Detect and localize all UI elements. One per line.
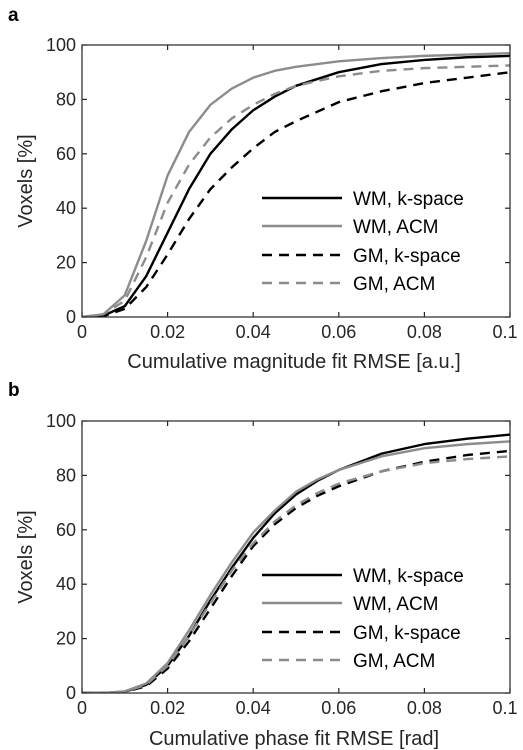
panel-a-legend-label-gm-acm: GM, ACM xyxy=(353,274,435,295)
panel-b-legend-label-wm-acm: WM, ACM xyxy=(353,594,439,615)
panel-b-y-tick-label: 20 xyxy=(56,629,76,649)
panel-b-legend-label-gm-kspace: GM, k-space xyxy=(353,623,461,644)
panel-b-legend-label-gm-acm: GM, ACM xyxy=(353,651,435,672)
panel-b-series-line-gm-acm xyxy=(82,455,510,693)
panel-a-legend-label-wm-acm: WM, ACM xyxy=(353,217,439,238)
panel-b-legend-label-wm-kspace: WM, k-space xyxy=(353,566,464,587)
panel-a-x-tick-label: 0.08 xyxy=(407,322,442,342)
panel-b: b 0 0.02 0.04 0.06 0.08 0.1 0 20 40 60 80 100 Voxel… xyxy=(8,380,518,750)
panel-a-series-group xyxy=(82,51,510,317)
panel-label-b: b xyxy=(8,380,20,401)
panel-a-x-tick-label: 0.1 xyxy=(492,322,517,342)
panel-a-plot-area xyxy=(82,45,510,317)
panel-a-legend-label-wm-kspace: WM, k-space xyxy=(353,189,464,210)
panel-a-y-tick-label: 100 xyxy=(46,35,76,55)
panel-b-y-tick-label: 100 xyxy=(46,411,76,431)
panel-a-x-tick-label: 0 xyxy=(77,322,87,342)
panel-a-x-tick-label: 0.04 xyxy=(236,322,271,342)
panel-a-legend: WM, k-space WM, ACM GM, k-space GM, ACM xyxy=(262,189,464,295)
panel-b-x-tick-label: 0.08 xyxy=(407,698,442,718)
panel-b-plot: 0 0.02 0.04 0.06 0.08 0.1 0 20 40 60 80 100 xyxy=(46,411,518,718)
panel-a-y-tick-label: 20 xyxy=(56,253,76,273)
panel-a-series-line-wm-k-space xyxy=(82,54,510,317)
panel-b-legend: WM, k-space WM, ACM GM, k-space GM, ACM xyxy=(262,566,464,672)
panel-a: a 0 0.02 0.04 0.06 0.08 0.1 0 20 40 60 80 100 Voxel… xyxy=(8,5,518,373)
panel-a-legend-label-gm-kspace: GM, k-space xyxy=(353,246,461,267)
panel-b-y-tick-label: 40 xyxy=(56,574,76,594)
panel-a-series-line-gm-acm xyxy=(82,64,510,317)
panel-b-x-tick-label: 0.04 xyxy=(236,698,271,718)
panel-b-y-tick-label: 80 xyxy=(56,465,76,485)
panel-b-y-axis-label: Voxels [%] xyxy=(15,510,37,603)
panel-label-a: a xyxy=(8,5,19,26)
panel-b-x-tick-label: 0.1 xyxy=(492,698,517,718)
panel-a-axes-frame xyxy=(81,44,511,318)
panel-a-y-tick-label: 80 xyxy=(56,89,76,109)
panel-b-axes-frame xyxy=(81,420,511,694)
panel-b-x-tick-label: 0.02 xyxy=(150,698,185,718)
panel-a-y-tick-label: 40 xyxy=(56,198,76,218)
panel-a-y-tick-label: 0 xyxy=(66,307,76,327)
panel-b-x-axis-label: Cumulative phase fit RMSE [rad] xyxy=(149,728,439,750)
panel-b-x-tick-label: 0.06 xyxy=(321,698,356,718)
panel-a-x-axis-label: Cumulative magnitude fit RMSE [a.u.] xyxy=(127,351,460,373)
panel-a-series-line-wm-acm xyxy=(82,51,510,317)
panel-a-x-tick-label: 0.02 xyxy=(150,322,185,342)
panel-a-plot: 0 0.02 0.04 0.06 0.08 0.1 0 20 40 60 80 100 xyxy=(46,35,518,342)
panel-a-y-axis-label: Voxels [%] xyxy=(15,134,37,227)
panel-a-y-tick-label: 60 xyxy=(56,144,76,164)
panel-b-y-tick-label: 0 xyxy=(66,683,76,703)
panel-b-plot-area xyxy=(82,421,510,693)
panel-b-x-tick-label: 0 xyxy=(77,698,87,718)
panel-b-y-tick-label: 60 xyxy=(56,520,76,540)
panel-b-series-group xyxy=(82,433,510,693)
panel-a-x-tick-label: 0.06 xyxy=(321,322,356,342)
panel-a-series-line-gm-k-space xyxy=(82,71,510,317)
